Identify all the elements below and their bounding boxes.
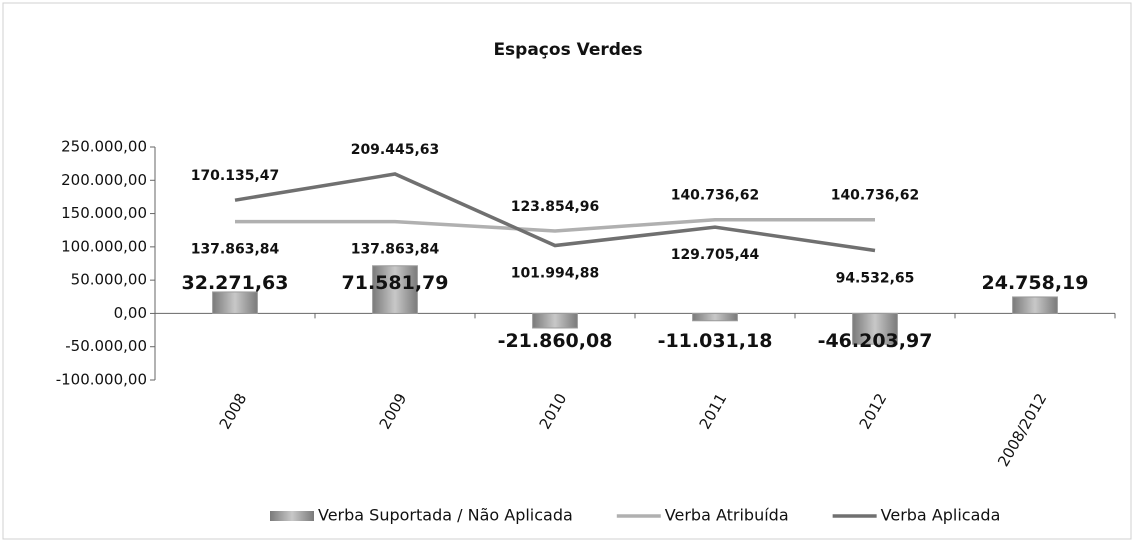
bar-value-label: -46.203,97: [818, 330, 933, 352]
line-value-label: 170.135,47: [191, 168, 280, 184]
bar-value-label: -21.860,08: [498, 330, 613, 352]
line-value-label: 137.863,84: [351, 242, 440, 258]
y-tick-label: 100.000,00: [61, 237, 147, 255]
line-value-label: 123.854,96: [511, 199, 600, 215]
bar: [372, 265, 418, 314]
legend-swatch: [270, 511, 314, 521]
y-tick-label: -100.000,00: [56, 371, 147, 389]
legend-label: Verba Atribuída: [665, 506, 789, 525]
bar: [212, 291, 258, 314]
y-tick-label: 250.000,00: [61, 138, 147, 156]
legend-label: Verba Suportada / Não Aplicada: [318, 506, 573, 525]
line-value-label: 101.994,88: [511, 266, 600, 282]
legend-label: Verba Aplicada: [881, 506, 1001, 525]
y-tick-label: -50.000,00: [65, 337, 147, 355]
line-value-label: 137.863,84: [191, 242, 280, 258]
x-tick-label: 2009: [376, 390, 411, 432]
line-value-label: 209.445,63: [351, 142, 440, 158]
bar: [532, 312, 578, 329]
y-tick-label: 150.000,00: [61, 204, 147, 222]
chart-title: Espaços Verdes: [493, 40, 642, 60]
bar-value-label: 32.271,63: [182, 272, 289, 294]
line-value-label: 129.705,44: [671, 247, 760, 263]
line: [235, 217, 875, 233]
line-value-label: 94.532,65: [836, 270, 915, 286]
y-tick-label: 200.000,00: [61, 171, 147, 189]
bar: [1012, 296, 1058, 314]
line-value-label: 140.736,62: [671, 188, 760, 204]
x-tick-label: 2012: [856, 390, 891, 432]
line: [234, 172, 876, 253]
y-tick-label: 50.000,00: [71, 271, 147, 289]
bar-value-label: -11.031,18: [658, 330, 773, 352]
bar: [692, 312, 738, 322]
line-value-label: 140.736,62: [831, 188, 920, 204]
x-tick-label: 2010: [536, 390, 571, 432]
x-tick-label: 2008/2012: [994, 390, 1050, 469]
bar-value-label: 71.581,79: [342, 272, 449, 294]
x-tick-label: 2008: [216, 390, 251, 432]
bar: [852, 312, 898, 345]
bar-value-label: 24.758,19: [982, 272, 1089, 294]
y-tick-label: 0,00: [114, 304, 147, 322]
x-tick-label: 2011: [696, 390, 731, 432]
